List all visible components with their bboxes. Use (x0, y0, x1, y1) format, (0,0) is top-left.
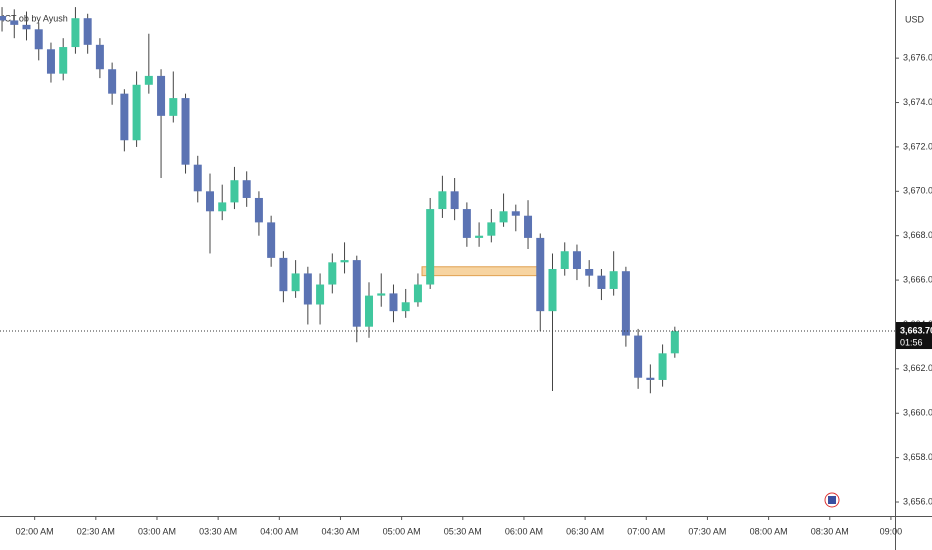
currency: USD (905, 14, 925, 24)
candle-body (609, 271, 618, 289)
y-tick-label: 3,666.000 (903, 274, 932, 284)
y-tick-label: 3,668.000 (903, 230, 932, 240)
y-tick-label: 3,670.000 (903, 186, 932, 196)
candle-body (352, 260, 361, 327)
candle-body (144, 75, 153, 85)
candle-body (585, 268, 594, 276)
candle-body (413, 284, 422, 303)
candle-body (328, 262, 337, 285)
candle-body (340, 260, 349, 263)
candle-body (548, 268, 557, 312)
candle-body (658, 353, 667, 380)
candle-body (426, 209, 435, 285)
x-tick-label: 05:00 AM (383, 526, 421, 536)
candle-body (462, 209, 471, 238)
x-tick-label: 02:30 AM (77, 526, 115, 536)
candle-body (621, 271, 630, 336)
candle-body (438, 191, 447, 210)
event-flag (824, 492, 840, 508)
candle-body (536, 237, 545, 312)
x-tick-label: 03:00 AM (138, 526, 176, 536)
candle-body (572, 251, 581, 269)
x-tick-label: 04:00 AM (260, 526, 298, 536)
candle-body (0, 15, 7, 21)
candle-body (401, 302, 410, 312)
candle-body (46, 49, 55, 74)
candle-body (597, 275, 606, 289)
candle-body (108, 69, 117, 94)
x-tick-label: 08:00 AM (750, 526, 788, 536)
candle-body (83, 18, 92, 45)
candle-body (71, 18, 80, 48)
candle-body (120, 93, 129, 141)
x-tick-label: 07:30 AM (688, 526, 726, 536)
candle-body (59, 47, 68, 74)
candle-body (487, 222, 496, 236)
candle-body (524, 215, 533, 238)
candle-body (218, 202, 227, 212)
y-tick-label: 3,662.000 (903, 363, 932, 373)
y-tick-label: 3,674.000 (903, 97, 932, 107)
x-tick-label: 06:00 AM (505, 526, 543, 536)
candle-body (646, 377, 655, 380)
x-tick-label: 04:30 AM (321, 526, 359, 536)
candle-body (230, 180, 239, 203)
candle-body (169, 98, 178, 116)
candle-body (132, 84, 141, 141)
y-tick-label: 3,660.000 (903, 408, 932, 418)
candle-body (254, 197, 263, 223)
x-tick-label: 03:30 AM (199, 526, 237, 536)
candle-body (157, 75, 166, 116)
candle-body (450, 191, 459, 210)
candle-body (365, 295, 374, 327)
candle-body (377, 293, 386, 296)
candle-body (560, 251, 569, 269)
y-tick-label: 3,672.000 (903, 141, 932, 151)
candle-body (279, 257, 288, 292)
candle-body (670, 331, 679, 354)
candle-body (205, 191, 214, 212)
x-tick-label: 02:00 AM (16, 526, 54, 536)
candle-body (291, 273, 300, 292)
candle-body (303, 273, 312, 305)
candle-body (316, 284, 325, 305)
candle-body (10, 20, 19, 25)
candle-body (499, 211, 508, 223)
order-block (421, 266, 541, 277)
candle-body (34, 29, 43, 50)
countdown: 01:56 (900, 337, 923, 347)
indicator-title: ICT ob by Ayush (2, 13, 68, 23)
x-tick-label: 05:30 AM (444, 526, 482, 536)
candle-body (193, 164, 202, 192)
candle-body (181, 98, 190, 165)
x-tick-label: 07:00 AM (627, 526, 665, 536)
candle-body (475, 235, 484, 238)
candle-body (634, 335, 643, 378)
y-tick-label: 3,658.000 (903, 452, 932, 462)
candle-body (389, 293, 398, 312)
y-tick-label: 3,656.000 (903, 496, 932, 506)
x-tick-label: 06:30 AM (566, 526, 604, 536)
candle-body (242, 180, 251, 198)
y-tick-label: 3,676.000 (903, 53, 932, 63)
last-price-box (896, 322, 932, 350)
x-tick-label: 08:30 AM (811, 526, 849, 536)
last-price-label: 3,663.705 (900, 325, 932, 335)
candle-body (22, 24, 31, 30)
candle-body (267, 222, 276, 258)
x-tick-label: 09:00 (880, 526, 903, 536)
candle-body (511, 211, 520, 216)
candle-body (95, 44, 104, 70)
